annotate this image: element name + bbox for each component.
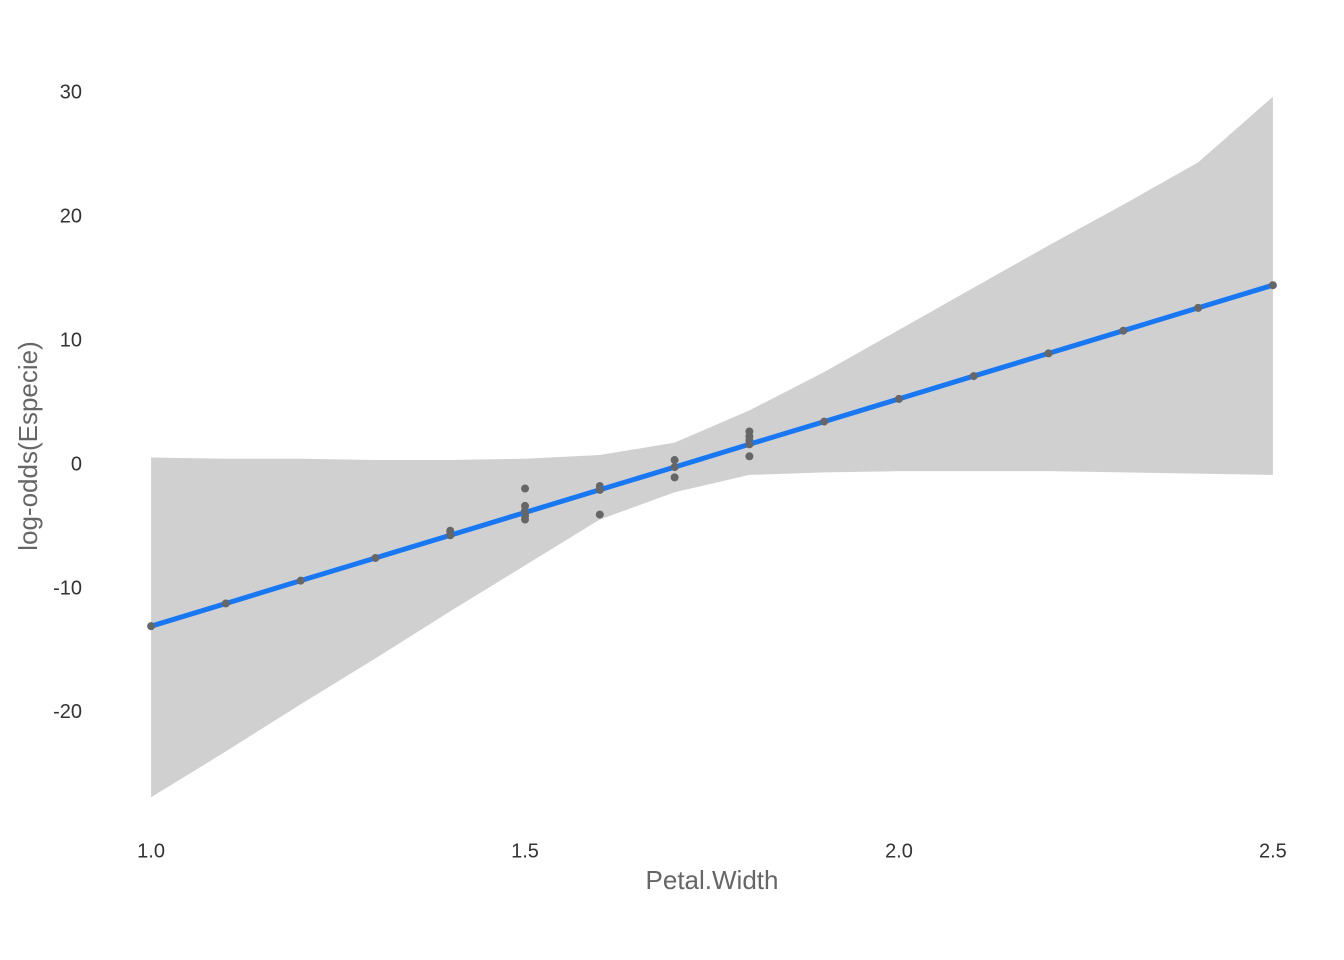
fit-point (1268, 281, 1277, 290)
point (521, 515, 530, 524)
x-axis-title: Petal.Width (646, 865, 779, 895)
x-tick-label: 2.0 (885, 840, 913, 862)
fit-point (820, 417, 829, 426)
fit-point (969, 372, 978, 381)
point (521, 484, 530, 493)
y-tick-label: 20 (60, 205, 82, 227)
fit-point (221, 599, 230, 608)
y-tick-label: 0 (71, 453, 82, 475)
point (595, 510, 604, 519)
fit-point (595, 485, 604, 494)
fit-point (745, 440, 754, 449)
point (670, 473, 679, 482)
x-tick-label: 1.5 (511, 840, 539, 862)
y-tick-label: -10 (53, 577, 82, 599)
y-axis-title: log-odds(Especie) (13, 341, 43, 551)
fit-point (521, 508, 530, 517)
fit-point (147, 622, 156, 631)
y-tick-label: 10 (60, 329, 82, 351)
confidence-band (151, 96, 1273, 798)
y-tick-label: -20 (53, 701, 82, 723)
fit-point (1119, 326, 1128, 335)
fit-point (371, 553, 380, 562)
fit-point (1044, 349, 1053, 358)
fit-point (1194, 303, 1203, 312)
fit-line (150, 282, 1274, 629)
fit-point (446, 531, 455, 540)
x-tick-label: 1.0 (137, 840, 165, 862)
fit-point (296, 576, 305, 585)
fit-point (670, 463, 679, 472)
y-tick-label: 30 (60, 81, 82, 103)
point (670, 456, 679, 465)
fit-point (894, 394, 903, 403)
x-tick-label: 2.5 (1259, 840, 1287, 862)
point (745, 452, 754, 461)
